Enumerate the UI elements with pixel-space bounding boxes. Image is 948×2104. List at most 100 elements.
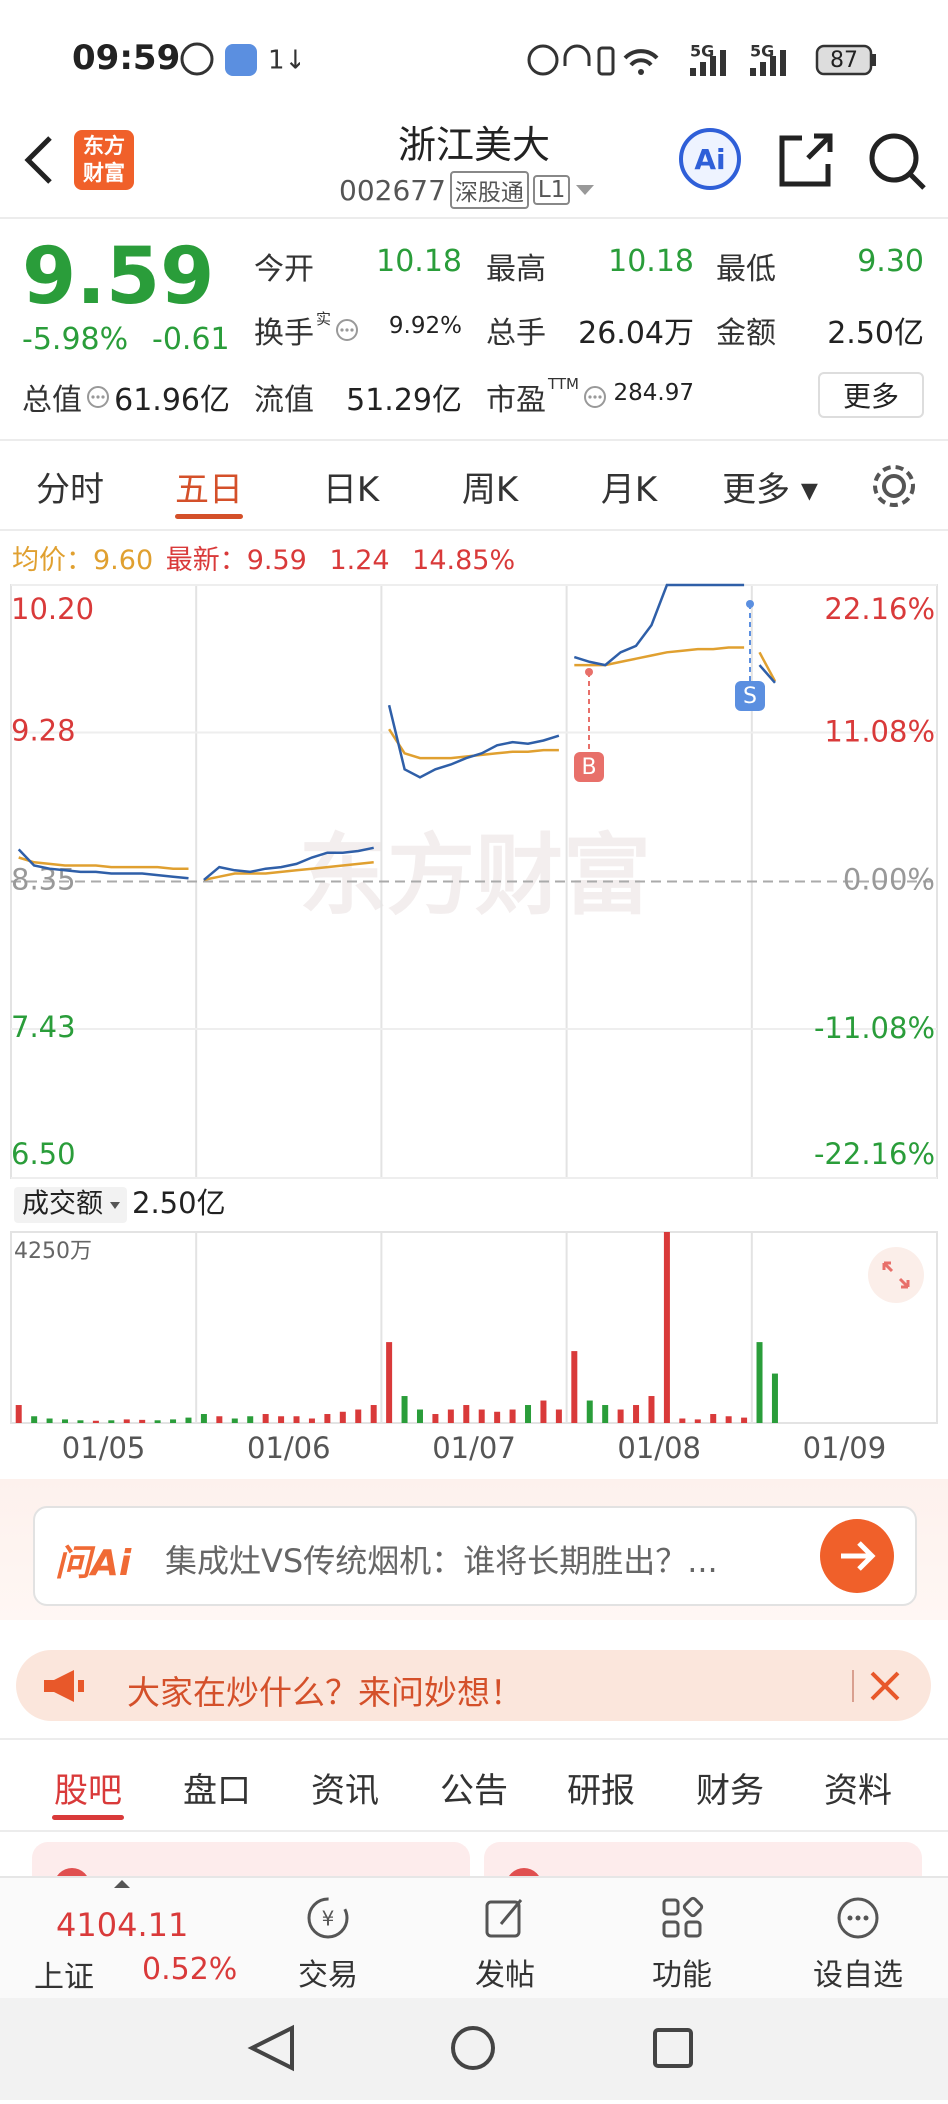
svg-text:¥: ¥ [322, 1907, 335, 1931]
ai-label: Ai [694, 143, 725, 176]
volume-bar [447, 1409, 454, 1423]
period-tab[interactable]: 五日 [175, 470, 243, 510]
action-label: 功能 [652, 1958, 712, 1993]
content-tab[interactable]: 资料 [824, 1771, 892, 1811]
volume-bar [308, 1418, 315, 1423]
divider [0, 439, 948, 441]
change-pct: -5.98% [22, 322, 129, 357]
action-icon [837, 1897, 879, 1939]
avg-label: 均价： [12, 545, 93, 576]
ask-ai-card[interactable]: 问Ai 集成灶VS传统烟机：谁将长期胜出？... [33, 1506, 917, 1606]
field-value: 284.97 [613, 380, 694, 406]
content-tab[interactable]: 盘口 [183, 1771, 251, 1811]
network-label: 5G [750, 42, 774, 61]
volume-bar [170, 1419, 177, 1423]
bottom-action[interactable]: ¥ 交易 [258, 1894, 398, 1994]
volume-bar [555, 1409, 562, 1423]
x-tick-label: 01/05 [62, 1431, 146, 1465]
period-tab[interactable]: 更多 ▾ [722, 470, 818, 510]
volume-bar [756, 1342, 763, 1423]
nav-recent[interactable] [653, 2028, 693, 2068]
avg-value: 9.60 [93, 545, 154, 576]
field-label: 最低 [716, 244, 776, 288]
index-change: 0.52% [142, 1952, 238, 1987]
separator [852, 1670, 854, 1702]
app-logo[interactable]: 东方 财富 [74, 130, 134, 190]
volume-bar [741, 1417, 748, 1423]
field-label-text: 换手 [254, 316, 314, 351]
bottom-action[interactable]: 发帖 [435, 1894, 575, 1994]
volume-bar [386, 1342, 393, 1423]
badge: L1 [532, 175, 571, 205]
battery-level: 87 [830, 48, 858, 73]
content-tab[interactable]: 资讯 [311, 1771, 379, 1811]
volume-bar [602, 1405, 609, 1423]
volume-bar [586, 1400, 593, 1423]
content-tab[interactable]: 研报 [567, 1771, 635, 1811]
field-label: 最高 [486, 244, 546, 288]
marker-label: S [743, 684, 757, 709]
svg-text:1↓: 1↓ [268, 46, 300, 76]
volume-bar [216, 1416, 223, 1423]
field-label: 市盈 TTM [486, 375, 607, 419]
ai-button[interactable]: Ai [676, 126, 746, 194]
marker-box [574, 752, 604, 782]
nav-home[interactable] [451, 2026, 495, 2070]
period-tab[interactable]: 分时 [36, 470, 104, 510]
settings-button[interactable] [870, 462, 918, 510]
last-label: 最新： [165, 545, 247, 576]
index-value[interactable]: 4104.11 [56, 1906, 189, 1944]
field-label-text: 总手 [486, 316, 546, 351]
info-icon[interactable] [86, 385, 110, 409]
field-label-text: 金额 [716, 316, 776, 351]
volume-bar [46, 1418, 53, 1423]
volume-bar [416, 1409, 423, 1423]
hot-topic-banner[interactable]: 大家在炒什么？来问妙想！ [16, 1650, 931, 1721]
index-arrow [114, 1880, 130, 1888]
index-name: 上证 [34, 1960, 94, 1995]
more-button[interactable]: 更多 [818, 372, 924, 418]
bottom-action[interactable]: 设自选 [788, 1894, 928, 1994]
tab-underline [52, 1815, 124, 1820]
info-change-pct: 14.85% [412, 545, 516, 576]
search-button[interactable] [866, 130, 930, 194]
info-change: 1.24 [329, 545, 390, 576]
info-icon[interactable] [335, 318, 359, 342]
status-right-icons: 5G 5G 87 [527, 42, 876, 76]
content-tab[interactable]: 财务 [696, 1771, 764, 1811]
nav-back[interactable] [247, 2024, 294, 2072]
y2-tick-label: 0.00% [843, 863, 935, 897]
content-tab[interactable]: 股吧 [54, 1771, 122, 1811]
ask-ai-go[interactable] [819, 1518, 895, 1594]
field-value: 2.50亿 [827, 316, 924, 351]
system-nav [0, 1998, 948, 2100]
volume-bar [15, 1405, 22, 1423]
field-label-text: 总值 [22, 383, 82, 418]
volume-bar [679, 1418, 686, 1423]
back-button[interactable] [20, 134, 60, 186]
volume-bar [139, 1419, 146, 1423]
stock-code: 002677 [339, 173, 446, 207]
last-price: 9.59 [22, 232, 215, 322]
content-tab[interactable]: 公告 [440, 1771, 508, 1811]
bottom-bar: 4104.11 上证 0.52% ¥ 交易 发帖 功能 设自选 [0, 1876, 948, 2000]
period-tab[interactable]: 日K [322, 470, 380, 510]
stock-code-row[interactable]: 002677 深股通 L1 [339, 171, 596, 209]
info-icon[interactable] [583, 385, 607, 409]
field-sup: 实 [316, 310, 332, 328]
field-label-text: 最高 [486, 252, 546, 287]
volume-bar [77, 1420, 84, 1423]
volume-bar [494, 1411, 501, 1423]
nav-buttons [247, 2024, 693, 2072]
period-tab[interactable]: 周K [461, 470, 519, 510]
share-button[interactable] [776, 130, 836, 190]
volume-tick-label: 4250万 [14, 1239, 92, 1264]
network-label: 5G [690, 42, 714, 61]
bottom-action[interactable]: 功能 [612, 1894, 752, 1994]
x-tick-label: 01/08 [617, 1431, 701, 1465]
stock-name: 浙江美大 [397, 123, 550, 167]
close-button[interactable] [868, 1669, 902, 1703]
period-tab[interactable]: 月K [600, 470, 658, 510]
x-tick-label: 01/07 [432, 1431, 516, 1465]
